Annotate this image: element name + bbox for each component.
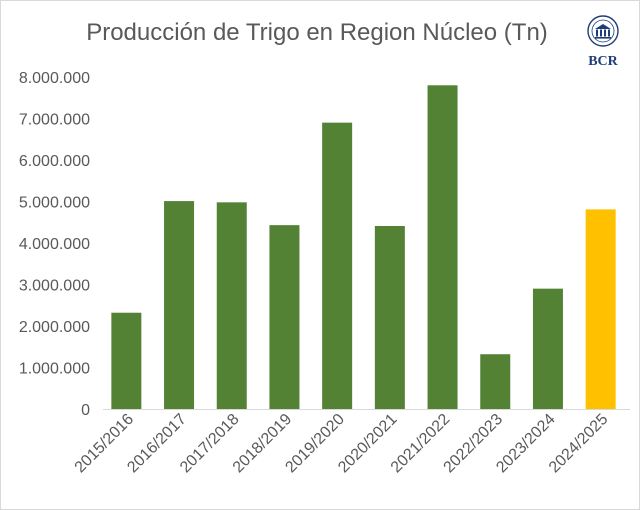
bar-2024-2025 (585, 209, 616, 409)
y-tick-label: 1.000.000 (19, 361, 90, 378)
bar-2018-2019 (269, 225, 300, 409)
y-tick-label: 6.000.000 (19, 153, 90, 170)
bolsa-de-comercio-seal-icon (587, 15, 619, 47)
y-tick-label: 5.000.000 (19, 195, 90, 212)
logo-text: BCR (588, 54, 618, 69)
bar-2016-2017 (164, 201, 195, 409)
bar-2019-2020 (322, 122, 353, 410)
bars (111, 85, 616, 410)
y-tick-label: 0 (81, 402, 90, 419)
y-tick-label: 8.000.000 (19, 70, 90, 87)
y-tick-label: 7.000.000 (19, 112, 90, 129)
bar-2023-2024 (532, 288, 563, 409)
bar-2022-2023 (480, 354, 511, 409)
bar-2017-2018 (216, 202, 247, 409)
chart-title: Producción de Trigo en Region Núcleo (Tn… (86, 19, 548, 46)
bar-2015-2016 (111, 312, 142, 409)
y-tick-label: 3.000.000 (19, 278, 90, 295)
x-axis: 2015/20162016/20172017/20182018/20192019… (72, 411, 612, 477)
bar-2021-2022 (427, 85, 458, 410)
bcr-logo: BCR (587, 15, 619, 69)
y-tick-label: 2.000.000 (19, 319, 90, 336)
y-tick-label: 4.000.000 (19, 236, 90, 253)
y-axis: 0 1.000.000 2.000.000 3.000.000 4.000.000 5.0… (19, 70, 90, 419)
bar-2020-2021 (374, 225, 405, 409)
